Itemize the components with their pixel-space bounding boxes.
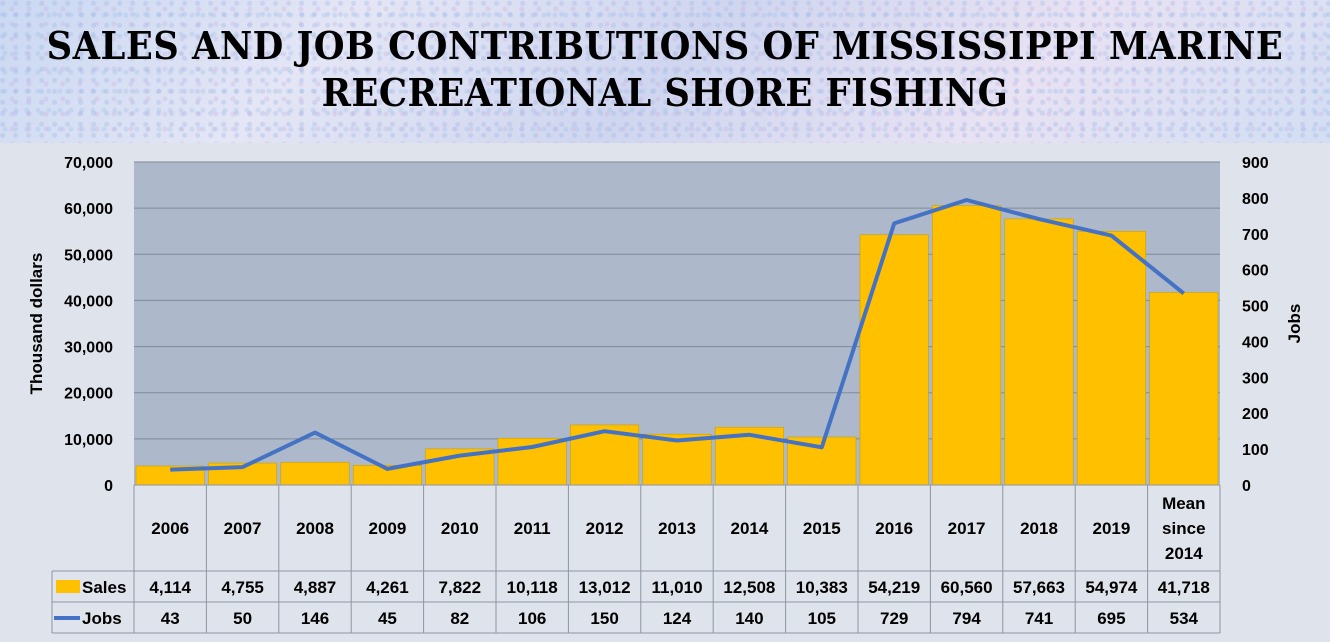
title-band: SALES AND JOB CONTRIBUTIONS OF MISSISSIP… [0,0,1330,143]
table-cell-sales: 4,114 [149,578,191,597]
table-cell-jobs: 43 [161,609,180,628]
chart-title: SALES AND JOB CONTRIBUTIONS OF MISSISSIP… [46,23,1284,115]
bar-sales [859,234,929,486]
table-cell-jobs: 124 [663,609,692,628]
table-cell-sales: 4,755 [221,578,264,597]
y2-tick-label: 700 [1242,227,1269,244]
x-tick-label: 2019 [1092,519,1130,538]
x-tick-label: 2008 [296,519,334,538]
table-cell-jobs: 794 [952,609,981,628]
x-tick-label: Mean since 2014 [1162,494,1205,563]
table-cell-sales: 10,383 [796,578,848,597]
y-tick-label: 70,000 [64,155,113,172]
y2-tick-label: 300 [1242,370,1269,387]
table-cell-jobs: 82 [450,609,469,628]
y2-tick-label: 0 [1242,478,1251,495]
table-cell-jobs: 741 [1025,609,1053,628]
table-cell-jobs: 106 [518,609,546,628]
bar-sales [280,462,350,486]
table-cell-jobs: 534 [1170,609,1199,628]
y2-tick-label: 400 [1242,334,1269,351]
table-cell-sales: 57,663 [1013,578,1065,597]
y2-tick-label: 500 [1242,299,1269,316]
bar-sales [642,433,712,486]
table-cell-sales: 54,974 [1085,578,1138,597]
y2-tick-label: 100 [1242,442,1269,459]
table-cell-jobs: 105 [808,609,836,628]
y-tick-label: 50,000 [64,247,113,264]
table-cell-jobs: 150 [590,609,618,628]
table-cell-sales: 4,887 [294,578,337,597]
legend-label-sales: Sales [82,578,126,597]
table-cell-sales: 60,560 [941,578,993,597]
y2-tick-label: 200 [1242,406,1269,423]
bar-sales [932,205,1002,486]
table-cell-jobs: 45 [378,609,397,628]
table-cell-sales: 13,012 [579,578,631,597]
y2-tick-label: 600 [1242,263,1269,280]
table-cell-sales: 11,010 [651,578,702,597]
x-tick-label: 2017 [948,519,986,538]
x-tick-label: 2009 [368,519,406,538]
y-tick-label: 60,000 [64,201,113,218]
y-tick-label: 20,000 [64,386,113,403]
x-tick-label: 2006 [151,519,189,538]
x-tick-label: 2007 [224,519,262,538]
x-tick-label: 2015 [803,519,841,538]
combo-chart: 0 10,000 20,000 30,000 40,000 50,000 60,000 70,… [27,155,1304,634]
y-tick-label: 0 [104,478,113,495]
table-cell-jobs: 50 [233,609,252,628]
x-tick-label: 2018 [1020,519,1058,538]
table-cell-sales: 4,261 [366,578,409,597]
table-cell-sales: 54,219 [868,578,920,597]
x-tick-label: 2014 [730,519,768,538]
bar-sales [1149,292,1219,486]
table-cell-jobs: 140 [735,609,763,628]
y-tick-label: 40,000 [64,293,113,310]
table-cell-sales: 10,118 [507,578,558,597]
x-tick-label: 2013 [658,519,696,538]
y2-tick-label: 900 [1242,155,1269,172]
table-cell-sales: 12,508 [723,578,775,597]
legend-label-jobs: Jobs [82,609,122,628]
table-cell-jobs: 146 [301,609,329,628]
legend-key-sales [56,580,80,593]
table-cell-jobs: 695 [1097,609,1125,628]
line-jobs [170,198,1186,472]
y2-tick-label: 800 [1242,191,1269,208]
y-tick-label: 10,000 [64,432,113,449]
x-tick-label: 2011 [514,519,551,538]
table-cell-jobs: 729 [880,609,908,628]
x-tick-label: 2016 [875,519,913,538]
x-tick-label: 2010 [441,519,479,538]
bar-sales [1076,231,1146,486]
y-axis-title: Thousand dollars [27,253,46,395]
table-cell-sales: 41,718 [1158,578,1210,597]
title-texture [0,0,1330,143]
y-tick-label: 30,000 [64,340,113,357]
x-tick-label: 2012 [586,519,624,538]
bar-sales [1004,218,1074,486]
table-cell-sales: 7,822 [439,578,482,597]
y2-axis-title: Jobs [1285,304,1304,344]
